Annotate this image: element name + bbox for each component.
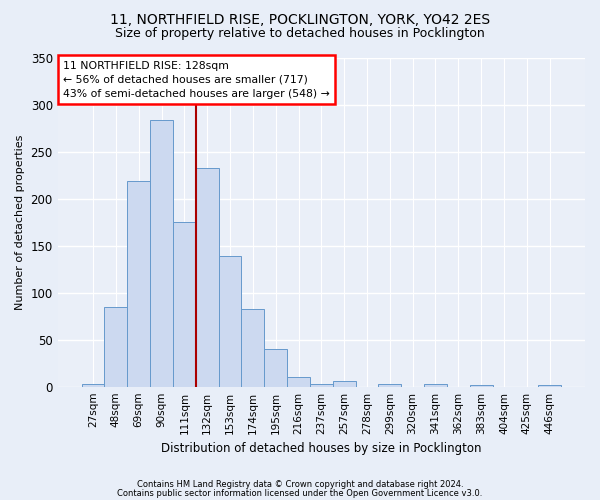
Text: Contains public sector information licensed under the Open Government Licence v3: Contains public sector information licen… [118, 489, 482, 498]
Text: 11, NORTHFIELD RISE, POCKLINGTON, YORK, YO42 2ES: 11, NORTHFIELD RISE, POCKLINGTON, YORK, … [110, 12, 490, 26]
Bar [470, 385, 493, 386]
Y-axis label: Number of detached properties: Number of detached properties [15, 134, 25, 310]
Bar [173, 222, 196, 386]
Bar [287, 378, 310, 386]
Text: Size of property relative to detached houses in Pocklington: Size of property relative to detached ho… [115, 28, 485, 40]
Bar [333, 381, 356, 386]
Text: 11 NORTHFIELD RISE: 128sqm
← 56% of detached houses are smaller (717)
43% of sem: 11 NORTHFIELD RISE: 128sqm ← 56% of deta… [63, 61, 329, 99]
Bar [196, 168, 218, 386]
Bar [310, 384, 333, 386]
Bar [264, 349, 287, 387]
Bar [218, 256, 241, 386]
Bar [104, 306, 127, 386]
Bar [424, 384, 447, 386]
Bar [379, 384, 401, 386]
Bar [538, 385, 561, 386]
Bar [241, 308, 264, 386]
Bar [150, 120, 173, 386]
Bar [82, 384, 104, 386]
Text: Contains HM Land Registry data © Crown copyright and database right 2024.: Contains HM Land Registry data © Crown c… [137, 480, 463, 489]
X-axis label: Distribution of detached houses by size in Pocklington: Distribution of detached houses by size … [161, 442, 482, 455]
Bar [127, 180, 150, 386]
